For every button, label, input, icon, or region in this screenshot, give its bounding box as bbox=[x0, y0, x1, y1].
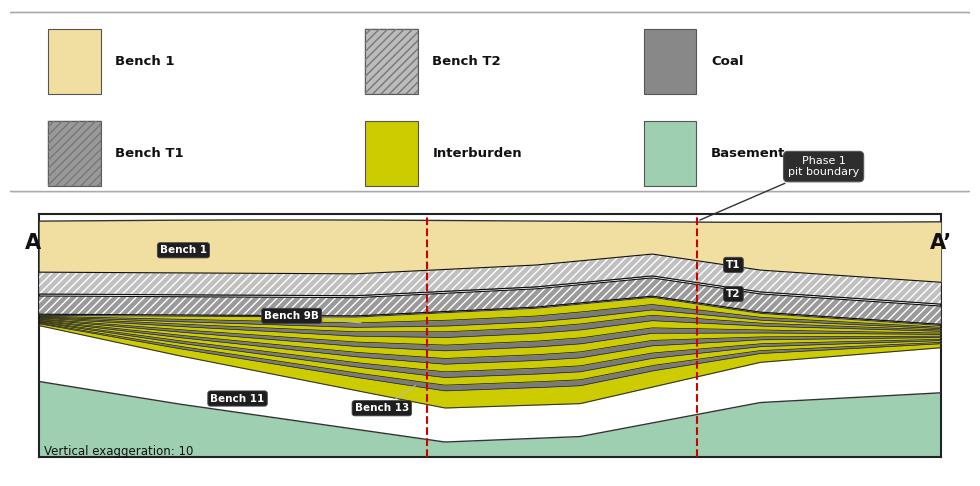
FancyBboxPatch shape bbox=[48, 29, 101, 94]
FancyBboxPatch shape bbox=[48, 122, 101, 186]
FancyBboxPatch shape bbox=[644, 122, 697, 186]
Text: Bench T1: Bench T1 bbox=[116, 147, 184, 160]
FancyBboxPatch shape bbox=[366, 122, 418, 186]
Text: T2: T2 bbox=[726, 289, 741, 299]
Text: Vertical exaggeration: 10: Vertical exaggeration: 10 bbox=[44, 446, 193, 458]
Text: Bench 1: Bench 1 bbox=[116, 55, 175, 68]
Text: Basement: Basement bbox=[710, 147, 785, 160]
FancyBboxPatch shape bbox=[644, 29, 697, 94]
Text: Phase 1
pit boundary: Phase 1 pit boundary bbox=[700, 156, 859, 220]
Text: Bench 13: Bench 13 bbox=[355, 385, 416, 413]
Text: Bench T2: Bench T2 bbox=[432, 55, 501, 68]
Text: T1: T1 bbox=[726, 260, 741, 270]
Text: Bench 11: Bench 11 bbox=[211, 394, 265, 403]
Text: Bench 9B: Bench 9B bbox=[265, 311, 361, 323]
FancyBboxPatch shape bbox=[0, 13, 980, 191]
Text: Interburden: Interburden bbox=[432, 147, 522, 160]
Text: A’: A’ bbox=[930, 233, 953, 253]
Text: A: A bbox=[24, 233, 40, 253]
Text: Bench 1: Bench 1 bbox=[160, 245, 207, 255]
FancyBboxPatch shape bbox=[366, 29, 418, 94]
Text: Coal: Coal bbox=[710, 55, 744, 68]
